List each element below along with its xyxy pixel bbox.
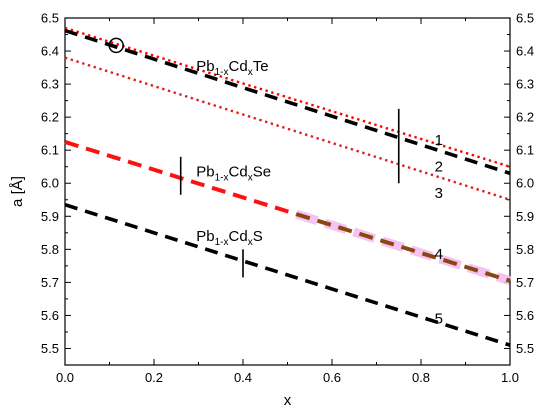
x-tick-label: 1.0: [501, 370, 519, 385]
y-tick-label-right: 6.2: [516, 110, 534, 125]
x-axis-title: x: [284, 392, 292, 409]
compound-label-subscript: 1-x: [215, 67, 229, 78]
compound-label-text: Pb: [196, 164, 214, 181]
y-tick-label-right: 5.7: [516, 275, 534, 290]
series-group: [64, 26, 512, 347]
curve-number-label: 1: [435, 132, 443, 149]
curve-number-label: 2: [435, 159, 443, 176]
compound-label-text: Pb: [196, 228, 214, 245]
compound-label-subscript: 1-x: [215, 237, 229, 248]
y-tick-label-right: 5.8: [516, 242, 534, 257]
compound-label-subscript: x: [248, 67, 253, 78]
compound-label-subscript: x: [248, 173, 253, 184]
y-tick-label-right: 6.0: [516, 176, 534, 191]
x-tick-label: 0.8: [412, 370, 430, 385]
y-tick-label-left: 5.7: [41, 275, 59, 290]
y-tick-label-left: 6.0: [41, 176, 59, 191]
plot-frame: [64, 17, 511, 366]
series-overlay-4: [295, 212, 511, 283]
axis-ticks: 0.0 0.2 0.4 0.6 0.8 1.0 5.5 5.5 5.6 5.6 5.7 5.7 5.8 5…: [41, 11, 534, 386]
compound-label-text: Se: [253, 164, 271, 181]
circle-marker: [108, 37, 124, 54]
compound-label-text: Pb: [196, 58, 214, 75]
y-tick-label-left: 6.2: [41, 110, 59, 125]
compound-label: Pb1-xCdxS: [196, 228, 262, 248]
x-tick-label: 0.0: [56, 370, 74, 385]
y-axis-title: a [Å]: [9, 176, 26, 207]
series-line-2: [64, 28, 511, 176]
y-tick-label-left: 6.1: [41, 143, 59, 158]
series-line-1: [64, 26, 511, 168]
x-tick-label: 0.4: [234, 370, 252, 385]
series-line-3: [64, 56, 511, 201]
x-tick-label: 0.2: [145, 370, 163, 385]
compound-label-subscript: x: [248, 237, 253, 248]
compound-label: Pb1-xCdxTe: [196, 58, 268, 78]
y-tick-label-left: 6.4: [41, 44, 59, 59]
compound-label-text: Cd: [229, 228, 248, 245]
curve-number-label: 3: [435, 185, 443, 202]
y-tick-label-left: 5.8: [41, 242, 59, 257]
compound-label: Pb1-xCdxSe: [196, 164, 271, 184]
y-tick-label-left: 6.5: [41, 11, 59, 26]
y-tick-label-left: 5.5: [41, 341, 59, 356]
y-tick-label-left: 6.3: [41, 77, 59, 92]
compound-label-text: Cd: [229, 164, 248, 181]
compound-label-text: Cd: [229, 58, 248, 75]
x-tick-label: 0.6: [323, 370, 341, 385]
y-tick-label-right: 5.5: [516, 341, 534, 356]
y-tick-label-left: 5.6: [41, 308, 59, 323]
curve-number-label: 5: [435, 311, 443, 328]
series-line-5: [64, 203, 511, 347]
y-tick-label-right: 6.3: [516, 77, 534, 92]
y-tick-label-right: 6.5: [516, 11, 534, 26]
curve-number-label: 4: [435, 246, 443, 263]
markers-group: [108, 37, 400, 278]
y-tick-label-right: 6.4: [516, 44, 534, 59]
compound-label-subscript: 1-x: [215, 173, 229, 184]
compound-label-text: S: [253, 228, 263, 245]
y-tick-label-right: 5.6: [516, 308, 534, 323]
y-tick-label-right: 5.9: [516, 209, 534, 224]
compound-label-text: Te: [253, 58, 269, 75]
y-tick-label-right: 6.1: [516, 143, 534, 158]
y-tick-label-left: 5.9: [41, 209, 59, 224]
